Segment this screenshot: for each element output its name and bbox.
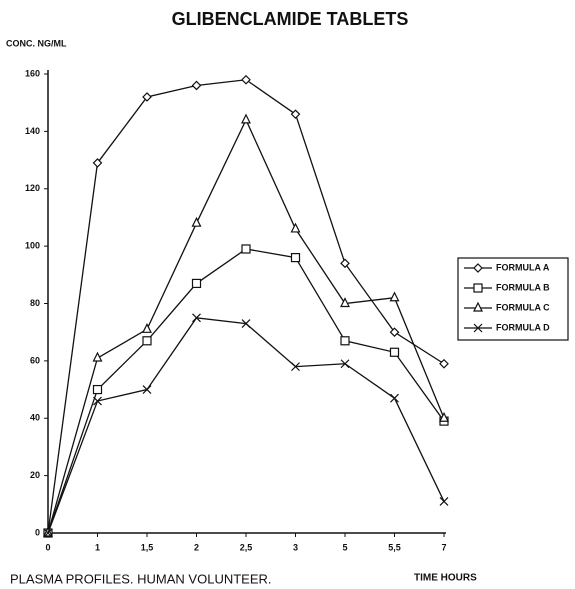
marker — [389, 291, 400, 302]
legend-marker — [473, 323, 483, 333]
legend-marker — [473, 301, 483, 312]
legend-marker — [473, 283, 483, 293]
marker — [390, 393, 399, 403]
marker — [290, 253, 301, 263]
marker — [389, 327, 400, 338]
x-tick-label: 5 — [342, 542, 347, 552]
x-axis-label: TIME HOURS — [414, 573, 477, 584]
series-line — [47, 118, 445, 534]
marker — [291, 362, 300, 372]
x-tick-label: 3 — [293, 542, 298, 552]
marker — [439, 497, 449, 506]
legend-label: FORMULA A — [496, 262, 550, 272]
marker — [191, 80, 202, 91]
marker — [290, 109, 301, 120]
marker — [142, 336, 152, 346]
y-tick-label: 100 — [25, 241, 40, 251]
marker — [340, 359, 350, 369]
y-tick-label: 160 — [25, 68, 40, 78]
marker — [92, 158, 103, 168]
marker — [389, 347, 400, 357]
y-tick-label: 140 — [25, 126, 40, 136]
x-tick-label: 1 — [95, 542, 100, 552]
series-line — [47, 79, 445, 534]
legend-label: FORMULA C — [496, 302, 550, 312]
x-tick-label: 7 — [441, 542, 446, 552]
y-tick-label: 0 — [35, 527, 40, 537]
marker — [439, 358, 449, 369]
marker — [92, 384, 103, 395]
caption: PLASMA PROFILES. HUMAN VOLUNTEER. — [10, 571, 272, 586]
y-tick-label: 40 — [30, 413, 40, 423]
marker — [142, 92, 152, 102]
y-tick-label: 20 — [30, 470, 40, 480]
marker — [439, 411, 449, 422]
marker — [340, 258, 350, 269]
marker — [93, 396, 102, 406]
legend-box — [457, 257, 569, 341]
marker — [92, 351, 103, 362]
marker — [192, 313, 201, 323]
y-axis-label: CONC. NG/ML — [6, 38, 67, 48]
marker — [142, 385, 152, 394]
x-tick-label: 2 — [194, 542, 199, 552]
marker — [290, 222, 301, 233]
marker — [340, 297, 350, 308]
legend-label: FORMULA D — [496, 322, 550, 332]
y-tick-label: 80 — [30, 298, 40, 308]
marker — [340, 336, 350, 346]
marker — [241, 244, 251, 254]
y-tick-label: 60 — [30, 355, 40, 365]
x-tick-label: 5,5 — [388, 542, 401, 552]
x-tick-label: 0 — [45, 542, 50, 552]
x-tick-label: 2,5 — [240, 542, 253, 552]
x-tick-label: 1,5 — [141, 542, 154, 552]
legend-label: FORMULA B — [496, 282, 550, 292]
chart-title: GLIBENCLAMIDE TABLETS — [172, 9, 409, 29]
marker — [191, 216, 202, 227]
legend-marker — [473, 263, 483, 273]
marker — [142, 322, 152, 333]
marker — [241, 113, 251, 124]
marker — [43, 528, 53, 538]
marker — [191, 278, 202, 289]
marker — [241, 319, 251, 329]
marker — [241, 74, 251, 85]
y-tick-label: 120 — [25, 183, 40, 193]
